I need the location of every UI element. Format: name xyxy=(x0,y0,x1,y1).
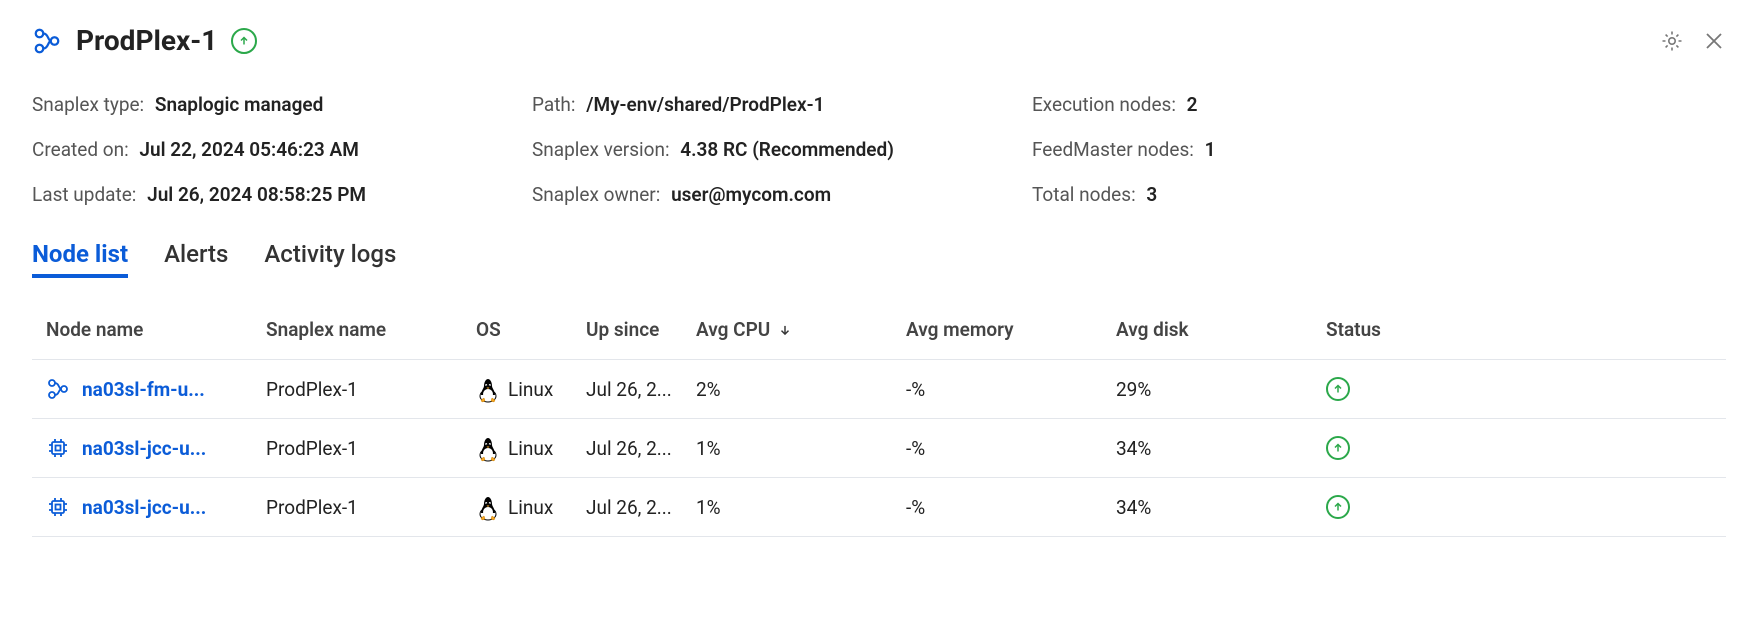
meta-exec-nodes: Execution nodes: 2 xyxy=(1032,93,1726,116)
os-cell: Linux xyxy=(476,494,586,520)
meta-owner: Snaplex owner: user@mycom.com xyxy=(532,183,1032,206)
node-name-cell[interactable]: na03sl-jcc-u... xyxy=(46,436,266,460)
tabs: Node list Alerts Activity logs xyxy=(32,240,1726,278)
meta-label: Last update: xyxy=(32,183,136,206)
meta-label: Total nodes: xyxy=(1032,183,1136,206)
os-text: Linux xyxy=(508,437,553,460)
node-name-cell[interactable]: na03sl-jcc-u... xyxy=(46,495,266,519)
close-icon[interactable] xyxy=(1702,29,1726,53)
avg-memory-cell: -% xyxy=(906,378,1116,401)
page-title: ProdPlex-1 xyxy=(76,24,217,57)
th-up-since[interactable]: Up since xyxy=(586,318,696,341)
th-os[interactable]: OS xyxy=(476,318,586,341)
th-snaplex-name[interactable]: Snaplex name xyxy=(266,318,476,341)
th-status[interactable]: Status xyxy=(1326,318,1486,341)
meta-value: 2 xyxy=(1187,93,1198,116)
meta-value: /My-env/shared/ProdPlex-1 xyxy=(586,93,824,116)
os-text: Linux xyxy=(508,496,553,519)
meta-path: Path: /My-env/shared/ProdPlex-1 xyxy=(532,93,1032,116)
snaplex-name-cell: ProdPlex-1 xyxy=(266,437,476,460)
table-row[interactable]: na03sl-jcc-u... ProdPlex-1 Linux Jul 26, 2.… xyxy=(32,478,1726,537)
meta-value: Jul 26, 2024 08:58:25 PM xyxy=(147,183,366,206)
table-body: na03sl-fm-u... ProdPlex-1 Linux Jul 26, 2..… xyxy=(32,360,1726,537)
meta-label: Path: xyxy=(532,93,576,116)
meta-created-on: Created on: Jul 22, 2024 05:46:23 AM xyxy=(32,138,532,161)
meta-value: user@mycom.com xyxy=(671,183,831,206)
node-name-text: na03sl-fm-u... xyxy=(82,378,205,401)
snaplex-name-cell: ProdPlex-1 xyxy=(266,496,476,519)
os-cell: Linux xyxy=(476,376,586,402)
th-avg-memory[interactable]: Avg memory xyxy=(906,318,1116,341)
linux-icon xyxy=(476,494,498,520)
meta-label: Snaplex type: xyxy=(32,93,144,116)
meta-value: Jul 22, 2024 05:46:23 AM xyxy=(139,138,358,161)
meta-total-nodes: Total nodes: 3 xyxy=(1032,183,1726,206)
meta-label: Snaplex version: xyxy=(532,138,670,161)
tab-node-list[interactable]: Node list xyxy=(32,240,128,278)
up-since-cell: Jul 26, 2... xyxy=(586,437,696,460)
status-cell xyxy=(1326,436,1486,460)
meta-label: FeedMaster nodes: xyxy=(1032,138,1194,161)
avg-disk-cell: 34% xyxy=(1116,437,1326,460)
meta-last-update: Last update: Jul 26, 2024 08:58:25 PM xyxy=(32,183,532,206)
table-row[interactable]: na03sl-jcc-u... ProdPlex-1 Linux Jul 26, 2.… xyxy=(32,419,1726,478)
avg-cpu-cell: 2% xyxy=(696,378,906,401)
chip-icon xyxy=(46,495,70,519)
meta-value: Snaplogic managed xyxy=(155,93,323,116)
status-cell xyxy=(1326,495,1486,519)
linux-icon xyxy=(476,376,498,402)
metadata-grid: Snaplex type: Snaplogic managed Path: /M… xyxy=(32,93,1726,206)
snaplex-name-cell: ProdPlex-1 xyxy=(266,378,476,401)
avg-memory-cell: -% xyxy=(906,496,1116,519)
meta-value: 4.38 RC (Recommended) xyxy=(680,138,894,161)
meta-label: Snaplex owner: xyxy=(532,183,660,206)
avg-cpu-cell: 1% xyxy=(696,496,906,519)
snaplex-detail-panel: ProdPlex-1 Snaplex type: Snaplogic manag… xyxy=(0,0,1758,561)
node-name-text: na03sl-jcc-u... xyxy=(82,437,206,460)
th-avg-cpu[interactable]: Avg CPU xyxy=(696,318,906,341)
avg-memory-cell: -% xyxy=(906,437,1116,460)
snaplex-icon xyxy=(32,26,62,56)
meta-label: Execution nodes: xyxy=(1032,93,1176,116)
chip-icon xyxy=(46,436,70,460)
tab-alerts[interactable]: Alerts xyxy=(164,240,228,278)
status-cell xyxy=(1326,377,1486,401)
linux-icon xyxy=(476,435,498,461)
gear-icon[interactable] xyxy=(1660,29,1684,53)
panel-header: ProdPlex-1 xyxy=(32,24,1726,57)
meta-label: Created on: xyxy=(32,138,129,161)
th-label: Avg CPU xyxy=(696,318,770,341)
tab-activity-logs[interactable]: Activity logs xyxy=(264,240,396,278)
sort-desc-icon xyxy=(778,323,792,337)
meta-snaplex-type: Snaplex type: Snaplogic managed xyxy=(32,93,532,116)
plex-icon xyxy=(46,377,70,401)
avg-cpu-cell: 1% xyxy=(696,437,906,460)
avg-disk-cell: 34% xyxy=(1116,496,1326,519)
up-since-cell: Jul 26, 2... xyxy=(586,378,696,401)
avg-disk-cell: 29% xyxy=(1116,378,1326,401)
meta-version: Snaplex version: 4.38 RC (Recommended) xyxy=(532,138,1032,161)
node-name-text: na03sl-jcc-u... xyxy=(82,496,206,519)
table-row[interactable]: na03sl-fm-u... ProdPlex-1 Linux Jul 26, 2..… xyxy=(32,360,1726,419)
table-header: Node name Snaplex name OS Up since Avg C… xyxy=(32,300,1726,360)
th-avg-disk[interactable]: Avg disk xyxy=(1116,318,1326,341)
node-name-cell[interactable]: na03sl-fm-u... xyxy=(46,377,266,401)
os-text: Linux xyxy=(508,378,553,401)
status-up-icon xyxy=(231,28,257,54)
meta-value: 3 xyxy=(1146,183,1157,206)
th-node-name[interactable]: Node name xyxy=(46,318,266,341)
meta-value: 1 xyxy=(1205,138,1216,161)
os-cell: Linux xyxy=(476,435,586,461)
up-since-cell: Jul 26, 2... xyxy=(586,496,696,519)
title-group: ProdPlex-1 xyxy=(32,24,257,57)
meta-feedmaster: FeedMaster nodes: 1 xyxy=(1032,138,1726,161)
node-table: Node name Snaplex name OS Up since Avg C… xyxy=(32,300,1726,537)
header-actions xyxy=(1660,29,1726,53)
